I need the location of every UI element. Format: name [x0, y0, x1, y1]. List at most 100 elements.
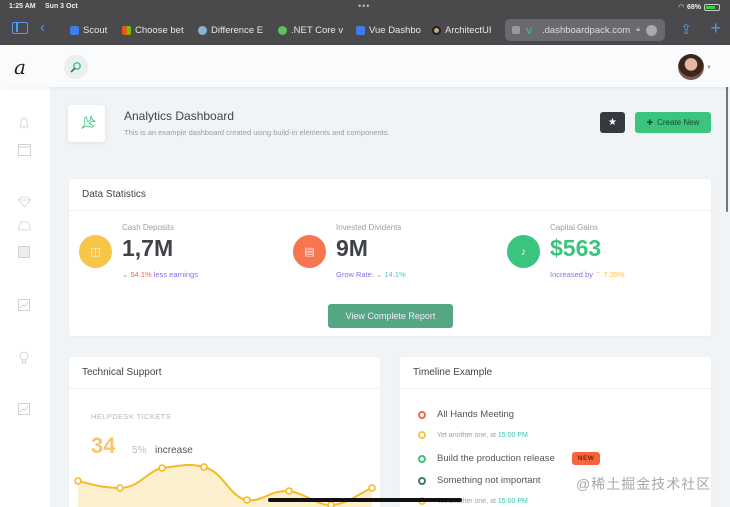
- tab-bar: ‹ Scout Choose bet Difference E .NET Cor…: [0, 17, 730, 43]
- battery-percent: 68%: [686, 3, 701, 11]
- diamond-icon[interactable]: [17, 196, 31, 210]
- share-icon[interactable]: ⇪: [680, 21, 692, 37]
- app-logo[interactable]: a: [14, 55, 26, 79]
- view-complete-report-button[interactable]: View Complete Report: [328, 304, 453, 328]
- calendar-icon[interactable]: [17, 246, 31, 260]
- app-header: a ▼: [0, 45, 730, 87]
- timeline-item: Build the production release NEW: [418, 452, 601, 465]
- tab-label: Scout: [83, 24, 108, 36]
- watermark: @稀土掘金技术社区: [576, 476, 712, 492]
- browser-tab[interactable]: ArchitectUI: [428, 19, 500, 41]
- timeline-dot-icon: [418, 476, 426, 485]
- timeline-card: Timeline Example All Hands Meeting Yet a…: [400, 357, 711, 507]
- car-icon[interactable]: [17, 221, 31, 235]
- radio-icon: ▤: [293, 235, 326, 268]
- music-note-icon: ♪: [507, 235, 540, 268]
- browser-tab[interactable]: Vue Dashbo: [352, 19, 424, 41]
- create-new-button[interactable]: + Create New: [635, 112, 711, 133]
- tab-label: ArchitectUI: [445, 24, 492, 36]
- avatar[interactable]: [678, 54, 704, 80]
- card-title: Timeline Example: [400, 357, 711, 389]
- multitask-dots-icon[interactable]: •••: [358, 1, 371, 11]
- plus-icon: +: [646, 116, 654, 129]
- chevron-down-icon: ⌄: [122, 270, 129, 279]
- browser-window-icon[interactable]: [17, 144, 31, 158]
- technical-support-card: Technical Support HELPDESK TICKETS 34 5%…: [69, 357, 380, 507]
- data-statistics-card: Data Statistics ◫ Cash Deposits 1,7M ⌄ 5…: [69, 179, 711, 336]
- favorite-button[interactable]: ★: [600, 112, 625, 133]
- stat-change: Grow Rate: ⌄ 14.1%: [336, 270, 406, 279]
- document-icon: [356, 25, 365, 35]
- browser-tab[interactable]: Difference E: [194, 19, 266, 41]
- stat-change-value: 54.1%: [130, 270, 152, 279]
- timeline-text: Yet another one, at: [437, 431, 498, 439]
- lightbulb-icon[interactable]: [17, 351, 31, 365]
- page-scrollbar[interactable]: [726, 52, 728, 212]
- document-icon: [70, 25, 79, 35]
- chevron-up-icon: ⌃: [595, 270, 602, 279]
- chevron-down-icon: ⌄: [376, 270, 383, 279]
- new-tab-icon[interactable]: +: [710, 18, 721, 38]
- url-text[interactable]: .dashboardpack.com: [542, 24, 631, 36]
- tab-label: .NET Core v: [291, 24, 344, 36]
- search-icon: [70, 62, 81, 73]
- search-button[interactable]: [64, 55, 88, 79]
- status-bar: 1:25 AM Sun 3 Oct ••• ◠ 68%: [0, 0, 730, 14]
- metric-change-text: increase: [155, 445, 193, 456]
- chart-icon[interactable]: [17, 299, 31, 313]
- stat-capital-gains: ♪ Capital Gains $563 Increased by ⌃ 7.35…: [507, 223, 707, 283]
- timeline-text: All Hands Meeting: [437, 409, 515, 420]
- stat-caption: Grow Rate:: [336, 270, 374, 279]
- timeline-text: Build the production release: [437, 453, 555, 464]
- home-indicator[interactable]: [268, 498, 462, 502]
- back-button[interactable]: ‹: [40, 19, 45, 36]
- timeline-dot-icon: [418, 431, 426, 439]
- stat-value: $563: [550, 235, 602, 261]
- close-tab-icon[interactable]: [512, 26, 520, 34]
- stat-change-value: 14.1%: [384, 270, 406, 279]
- stat-label: Capital Gains: [550, 223, 599, 232]
- tab-label: Difference E: [211, 24, 264, 36]
- stat-change-value: 7.35%: [603, 270, 625, 279]
- architectui-icon: [432, 25, 441, 35]
- stat-value: 1,7M: [122, 235, 174, 261]
- active-tab-address-bar[interactable]: V .dashboardpack.com 🔒︎: [505, 19, 665, 41]
- browser-tab[interactable]: Choose bet: [118, 19, 190, 41]
- card-title: Data Statistics: [69, 179, 711, 211]
- airplane-icon: [68, 105, 105, 142]
- site-icon: [198, 25, 207, 35]
- timeline-item: All Hands Meeting: [418, 409, 514, 420]
- timeline-dot-icon: [418, 410, 426, 419]
- stat-caption: less earnings: [153, 270, 198, 279]
- microsoft-icon: [122, 25, 131, 35]
- sidebar-toggle-icon[interactable]: [12, 22, 28, 34]
- page-subtitle: This is an example dashboard created usi…: [124, 128, 390, 137]
- browser-tab[interactable]: Scout: [66, 19, 116, 41]
- page-title: Analytics Dashboard: [124, 109, 235, 123]
- timeline-item: Yet another one, at 15:00 PM: [418, 431, 528, 439]
- timeline-text: Yet another one, at: [437, 497, 498, 505]
- wallet-icon: ◫: [79, 235, 112, 268]
- stat-invested-dividents: ▤ Invested Dividents 9M Grow Rate: ⌄ 14.…: [293, 223, 493, 283]
- browser-tab[interactable]: .NET Core v: [274, 19, 348, 41]
- status-time: 1:25 AM: [9, 3, 36, 10]
- bell-icon[interactable]: [17, 117, 31, 131]
- metric-label: HELPDESK TICKETS: [91, 412, 172, 421]
- tab-label: Vue Dashbo: [369, 24, 421, 36]
- stat-label: Invested Dividents: [336, 223, 402, 232]
- timeline-time: 15:00 PM: [497, 431, 528, 439]
- helpdesk-area-chart: [74, 463, 376, 507]
- timeline-text: Something not important: [437, 475, 541, 486]
- sidebar: [0, 87, 50, 507]
- more-options-icon[interactable]: [645, 24, 657, 36]
- lock-icon: 🔒︎: [636, 26, 640, 33]
- create-new-label: Create New: [657, 118, 700, 127]
- battery-status: ◠ 68%: [679, 3, 720, 11]
- chevron-down-icon[interactable]: ▼: [706, 65, 712, 71]
- chart-icon[interactable]: [17, 403, 31, 417]
- timeline-dot-icon: [418, 454, 426, 463]
- timeline-item: Something not important: [418, 475, 541, 486]
- stat-change: Increased by ⌃ 7.35%: [550, 270, 625, 279]
- stat-value: 9M: [336, 235, 368, 261]
- tab-label: Choose bet: [135, 24, 184, 36]
